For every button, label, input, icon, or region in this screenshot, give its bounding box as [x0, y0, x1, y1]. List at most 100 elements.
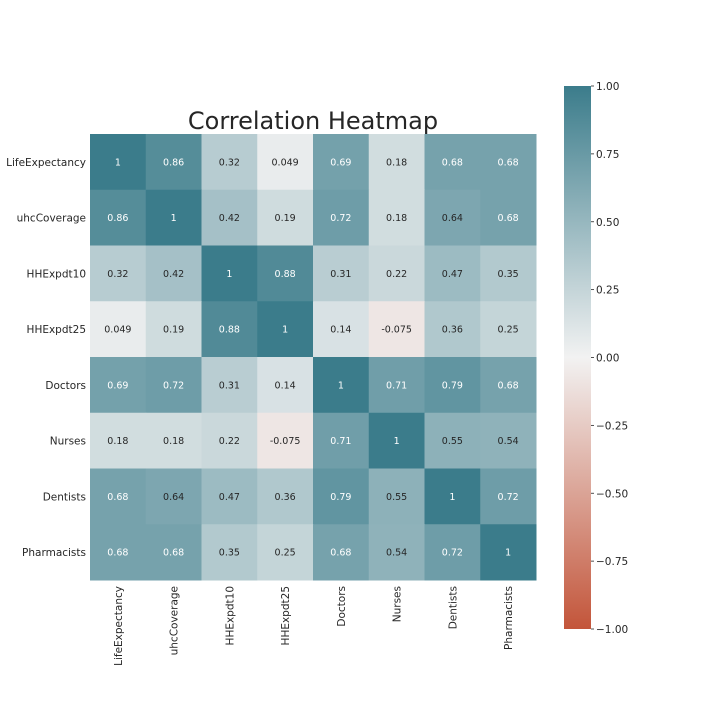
- heatmap-cell: [90, 301, 147, 358]
- heatmap-cell: [480, 412, 537, 469]
- cell-value-label: 0.88: [275, 269, 296, 280]
- cell-value-label: 0.71: [330, 436, 351, 447]
- colorbar-tick-label: 0.25: [596, 285, 619, 297]
- heatmap-cell: [313, 357, 370, 414]
- y-tick-label: HHExpdt25: [27, 324, 86, 336]
- cell-value-label: -0.075: [270, 436, 301, 447]
- cell-value-label: 1: [115, 157, 121, 168]
- heatmap-cell: [368, 134, 425, 191]
- cell-value-label: 1: [226, 269, 232, 280]
- heatmap-cell: [368, 412, 425, 469]
- heatmap-cell: [480, 468, 537, 525]
- heatmap-cell: [368, 245, 425, 302]
- cell-value-label: 0.31: [330, 269, 351, 280]
- cell-value-label: 0.64: [442, 213, 463, 224]
- heatmap-cell: [201, 189, 258, 246]
- chart-title: Correlation Heatmap: [188, 107, 438, 135]
- y-tick-label: Dentists: [43, 491, 86, 503]
- heatmap-cell: [257, 468, 314, 525]
- heatmap-cells: 1 0.86 0.32 0.049 0.69 0.18 0.68 0.68 0.86 1 0.42 0…: [90, 134, 537, 581]
- heatmap-cell: [90, 524, 147, 581]
- heatmap-cell: [313, 468, 370, 525]
- cell-value-label: 0.79: [330, 492, 351, 503]
- heatmap-cell: [145, 357, 202, 414]
- y-tick-label: LifeExpectancy: [6, 157, 86, 169]
- x-tick-label: Dentists: [447, 586, 459, 629]
- heatmap-cell: [480, 245, 537, 302]
- heatmap-cell: [368, 301, 425, 358]
- heatmap-cell: [424, 189, 481, 246]
- heatmap-cell: [424, 524, 481, 581]
- heatmap-cell: [201, 245, 258, 302]
- heatmap-cell: [424, 412, 481, 469]
- cell-value-label: 0.68: [498, 157, 519, 168]
- heatmap-cell: [145, 189, 202, 246]
- heatmap-cell: [257, 189, 314, 246]
- cell-value-label: 0.68: [163, 548, 184, 559]
- y-tick-label: HHExpdt10: [27, 268, 86, 280]
- heatmap-cell: [257, 245, 314, 302]
- colorbar-tick-label: 1.00: [596, 81, 619, 93]
- heatmap-cell: [313, 189, 370, 246]
- heatmap-cell: [145, 301, 202, 358]
- cell-value-label: 0.86: [107, 213, 128, 224]
- heatmap-cell: [145, 245, 202, 302]
- cell-value-label: 0.79: [442, 380, 463, 391]
- heatmap-cell: [424, 245, 481, 302]
- cell-value-label: 0.32: [219, 157, 240, 168]
- cell-value-label: 0.18: [386, 157, 407, 168]
- heatmap-cell: [424, 134, 481, 191]
- heatmap-cell: [313, 301, 370, 358]
- heatmap-cell: [90, 189, 147, 246]
- heatmap-cell: [257, 357, 314, 414]
- heatmap-cell: [201, 134, 258, 191]
- heatmap-cell: [368, 189, 425, 246]
- cell-value-label: 0.14: [330, 325, 351, 336]
- cell-value-label: 0.19: [275, 213, 296, 224]
- heatmap-cell: [257, 412, 314, 469]
- cell-value-label: 0.35: [498, 269, 519, 280]
- heatmap-cell: [201, 468, 258, 525]
- cell-value-label: 0.69: [107, 380, 128, 391]
- x-tick-label: Nurses: [392, 586, 404, 622]
- cell-value-label: 0.22: [386, 269, 407, 280]
- cell-value-label: 0.71: [386, 380, 407, 391]
- cell-value-label: 0.54: [498, 436, 519, 447]
- cell-value-label: 0.68: [498, 213, 519, 224]
- heatmap-cell: [90, 357, 147, 414]
- heatmap-cell: [145, 412, 202, 469]
- x-tick-label: HHExpdt25: [280, 586, 292, 645]
- heatmap-cell: [368, 524, 425, 581]
- cell-value-label: 0.36: [275, 492, 296, 503]
- cell-value-label: 0.68: [330, 548, 351, 559]
- cell-value-label: 0.88: [219, 325, 240, 336]
- cell-value-label: 0.68: [107, 548, 128, 559]
- heatmap-cell: [313, 412, 370, 469]
- x-tick-label: uhcCoverage: [169, 586, 181, 655]
- heatmap-cell: [424, 357, 481, 414]
- heatmap-cell: [368, 357, 425, 414]
- cell-value-label: 0.55: [386, 492, 407, 503]
- cell-value-label: 1: [171, 213, 177, 224]
- cell-value-label: 0.32: [107, 269, 128, 280]
- cell-value-label: 0.68: [442, 157, 463, 168]
- y-tick-label: Pharmacists: [22, 547, 86, 559]
- heatmap-cell: [424, 301, 481, 358]
- x-tick-label: HHExpdt10: [224, 586, 236, 645]
- cell-value-label: 0.25: [275, 548, 296, 559]
- cell-value-label: -0.075: [381, 325, 412, 336]
- cell-value-label: 1: [505, 548, 511, 559]
- y-tick-labels: LifeExpectancy uhcCoverage HHExpdt10 HHExpd…: [6, 157, 86, 559]
- cell-value-label: 0.72: [498, 492, 519, 503]
- cell-value-label: 0.18: [107, 436, 128, 447]
- cell-value-label: 0.68: [107, 492, 128, 503]
- cell-value-label: 0.72: [442, 548, 463, 559]
- heatmap-cell: [480, 524, 537, 581]
- cell-value-label: 1: [338, 380, 344, 391]
- cell-value-label: 0.72: [163, 380, 184, 391]
- cell-value-label: 0.25: [498, 325, 519, 336]
- heatmap-cell: [201, 412, 258, 469]
- cell-value-label: 0.18: [163, 436, 184, 447]
- cell-value-label: 0.35: [219, 548, 240, 559]
- colorbar-tick-label: −0.25: [596, 420, 628, 432]
